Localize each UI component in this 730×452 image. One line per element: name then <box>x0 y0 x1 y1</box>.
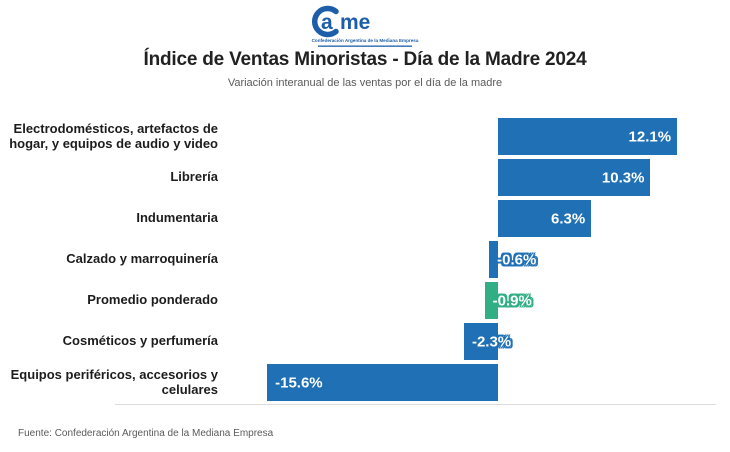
bar-row: Equipos periféricos, accesorios y celula… <box>0 364 730 401</box>
bar: 12.1% <box>498 118 678 155</box>
bar <box>267 364 498 401</box>
bar-row: Promedio ponderado -0.9% <box>0 282 730 319</box>
bar: 10.3% <box>498 159 651 196</box>
bar-row: Electrodomésticos, artefactos de hogar, … <box>0 118 730 155</box>
bar-value-label: 6.3% <box>551 210 586 227</box>
logo-underline <box>318 45 412 47</box>
bottom-axis-line <box>115 404 716 405</box>
bar-row: Calzado y marroquinería -0.6% <box>0 241 730 278</box>
source-note: Fuente: Confederación Argentina de la Me… <box>18 428 274 439</box>
page-title: Índice de Ventas Minoristas - Día de la … <box>143 49 587 70</box>
logo-tagline: Confederación Argentina de la Mediana Em… <box>312 38 419 43</box>
logo-letter-a: a <box>321 11 333 34</box>
bar-value-label: -0.6% <box>497 251 537 268</box>
category-label: Equipos periféricos, accesorios y celula… <box>10 367 218 397</box>
bar-row: Cosméticos y perfumería -2.3% <box>0 323 730 360</box>
category-label: Electrodomésticos, artefactos de hogar, … <box>9 121 218 151</box>
page-subtitle: Variación interanual de las ventas por e… <box>227 77 503 89</box>
category-label: Librería <box>170 169 218 185</box>
logo-c-ring <box>311 5 339 38</box>
category-label: Calzado y marroquinería <box>66 251 218 267</box>
category-label: Indumentaria <box>136 210 218 226</box>
bar <box>484 282 498 319</box>
bar <box>489 241 498 278</box>
bar-value-label: -2.3% <box>471 333 512 350</box>
bar-value-label: -0.9% <box>492 292 532 309</box>
bar-row: Indumentaria 6.3% <box>0 200 730 237</box>
bar <box>463 323 498 360</box>
logo-letters-me: me <box>340 11 370 34</box>
bar-value-label: 10.3% <box>601 169 645 186</box>
bar-row: Librería 10.3% <box>0 159 730 196</box>
came-logo: a me Confederación Argentina de la Media… <box>310 4 420 50</box>
category-label: Promedio ponderado <box>87 292 218 308</box>
category-label: Cosméticos y perfumería <box>62 333 218 349</box>
bar-value-label: -15.6% <box>275 374 323 391</box>
bar-value-label: 12.1% <box>628 128 672 145</box>
bar: 6.3% <box>498 200 592 237</box>
came-logo-graphic: a me Confederación Argentina de la Media… <box>311 5 419 47</box>
